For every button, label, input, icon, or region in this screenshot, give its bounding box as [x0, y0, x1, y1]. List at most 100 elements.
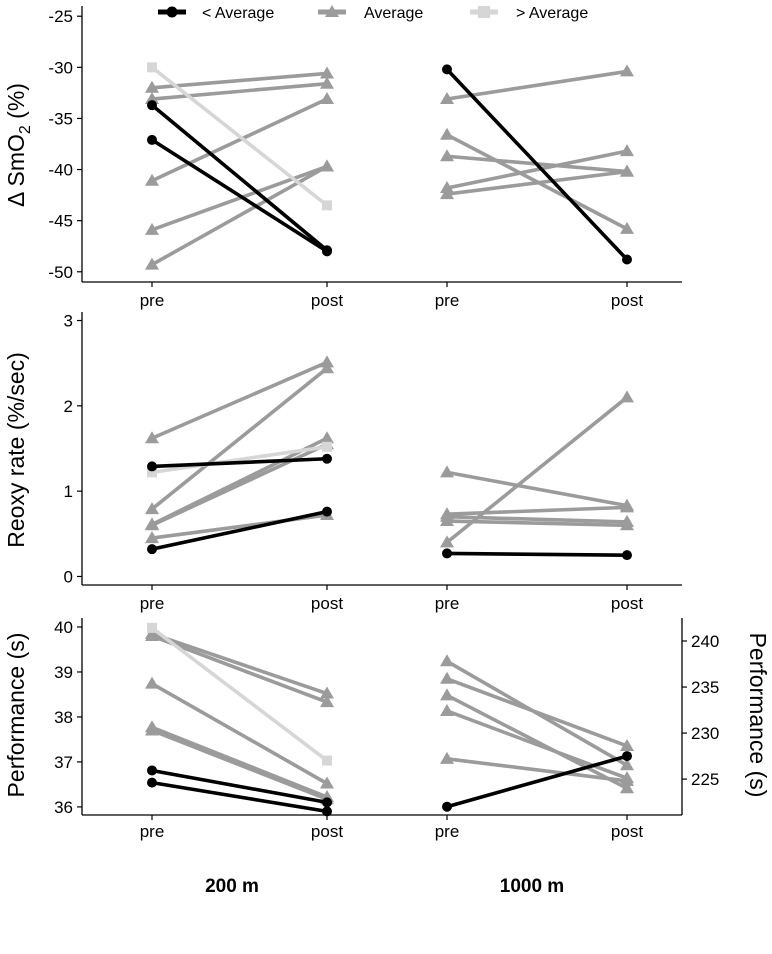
y-tick-label: 2 [64, 397, 73, 416]
data-point [622, 550, 632, 561]
series [147, 453, 332, 472]
y-axis-label-performance: Performance (s) [3, 633, 29, 798]
ylabel-unit: (%) [3, 83, 29, 125]
series-line [150, 164, 329, 267]
data-point [320, 66, 334, 79]
data-point [442, 64, 452, 75]
x-tick-label: post [611, 822, 643, 841]
data-point [322, 453, 332, 464]
data-point [147, 100, 157, 111]
x-tick-label: post [311, 822, 343, 841]
data-point [322, 200, 332, 211]
data-point [147, 622, 157, 633]
x-tick-label: post [611, 594, 643, 613]
data-point [442, 801, 452, 812]
series [442, 64, 632, 265]
legend-marker-triangle [325, 5, 339, 17]
series [147, 506, 332, 555]
data-point [442, 548, 452, 559]
data-point [145, 723, 159, 736]
y-axis-label-reoxy: Reoxy rate (%/sec) [3, 352, 29, 548]
series [442, 751, 632, 812]
series-line [150, 634, 329, 704]
y-tick-label-right: 240 [691, 632, 719, 651]
legend-label-below-average: < Average [202, 5, 274, 22]
series [440, 671, 634, 751]
series [145, 626, 334, 699]
series [440, 751, 634, 786]
data-point [440, 180, 454, 193]
series [440, 64, 634, 105]
x-tick-label: pre [140, 291, 165, 310]
data-point [440, 654, 454, 667]
legend-item-average: Average [318, 5, 423, 22]
panel-performance: Performance (s) Performance (s) 36 37 38 39… [3, 618, 771, 897]
data-point [620, 500, 634, 513]
y-tick-label-right: 235 [691, 678, 719, 697]
series [440, 127, 634, 234]
legend-marker-square [478, 6, 490, 18]
series [147, 441, 332, 478]
data-point [620, 390, 634, 403]
data-point [320, 695, 334, 708]
data-point [320, 686, 334, 699]
legend-item-above-average: > Average [470, 5, 588, 22]
series-line [445, 757, 629, 783]
panel-reoxy: Reoxy rate (%/sec) 0 1 2 3 pre post pre post [3, 312, 682, 613]
data-point [147, 777, 157, 788]
series-line [150, 164, 329, 232]
data-point [147, 765, 157, 776]
series-line [150, 103, 329, 253]
x-ticks: pre post pre post [140, 815, 643, 841]
y-axis-label-performance-right: Performance (s) [745, 633, 771, 798]
x-tick-label: post [311, 291, 343, 310]
x-tick-label: pre [435, 594, 460, 613]
data-point [620, 221, 634, 234]
data-point [322, 246, 332, 257]
series [147, 765, 332, 808]
series-line [445, 67, 629, 262]
data-point [440, 703, 454, 716]
data-point [322, 797, 332, 808]
data-point [147, 134, 157, 145]
y-tick-label: 38 [54, 708, 73, 727]
y-tick-label: 40 [54, 618, 73, 637]
data-point [440, 465, 454, 478]
series-line [445, 69, 629, 101]
data-point [320, 159, 334, 172]
y-tick-label: -45 [48, 212, 73, 231]
group-label-1000m: 1000 m [500, 876, 564, 897]
data-lines [145, 622, 634, 817]
legend: < Average Average > Average [158, 5, 588, 22]
y-ticks: -25 -30 -35 -40 -45 -50 [48, 7, 82, 282]
data-point [620, 64, 634, 77]
ylabel-subscript: 2 [17, 125, 34, 134]
y-tick-label-right: 230 [691, 724, 719, 743]
y-tick-label: -40 [48, 161, 73, 180]
data-lines [145, 355, 634, 561]
data-point [440, 92, 454, 105]
data-point [320, 776, 334, 789]
series-line [150, 681, 329, 786]
data-point [145, 531, 159, 544]
data-point [145, 502, 159, 515]
series [440, 688, 634, 794]
data-point [440, 688, 454, 701]
series [145, 92, 334, 186]
data-point [147, 461, 157, 472]
series-line [445, 149, 629, 190]
y-axis-label-smo2: Δ SmO2 (%) [3, 83, 34, 207]
data-point [320, 361, 334, 374]
data-point [440, 751, 454, 764]
y-tick-label-right: 225 [691, 770, 719, 789]
series-line [150, 81, 329, 101]
series [145, 76, 334, 105]
data-point [622, 254, 632, 265]
series [147, 62, 332, 211]
series [440, 164, 634, 200]
y-tick-label: 37 [54, 753, 73, 772]
series-line [150, 65, 329, 208]
data-point [145, 222, 159, 235]
data-point [440, 127, 454, 140]
data-point [322, 755, 332, 766]
